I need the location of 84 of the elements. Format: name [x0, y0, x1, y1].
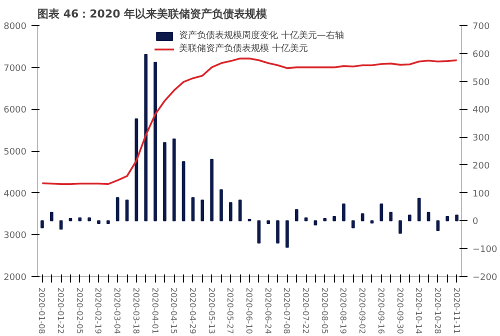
- bar: [106, 220, 110, 224]
- bar: [40, 220, 44, 228]
- x-tick-label: 2020-06-24: [263, 288, 272, 334]
- x-tick-label: 2020-03-18: [131, 288, 140, 334]
- bar: [88, 217, 91, 222]
- bar: [314, 220, 318, 226]
- x-tick-label: 2020-04-01: [150, 288, 160, 334]
- x-tick-label: 2020-01-22: [56, 288, 66, 334]
- bar: [370, 220, 374, 224]
- bar: [286, 220, 289, 248]
- bar: [436, 220, 440, 231]
- x-tick-label: 2020-01-08: [37, 288, 46, 334]
- bar: [78, 217, 82, 222]
- x-tick-label: 2020-04-29: [188, 288, 197, 334]
- bar: [351, 220, 355, 228]
- y2-tick-label: 500: [472, 78, 490, 88]
- x-tick-label: 2020-02-19: [94, 288, 103, 334]
- x-tick-label: 2020-08-05: [320, 288, 329, 334]
- x-tick-label: 2020-09-02: [358, 288, 367, 334]
- bar: [398, 220, 402, 234]
- bar: [182, 161, 186, 222]
- y-tick-label: 3000: [4, 231, 27, 242]
- y-tick-label: 6000: [4, 106, 27, 116]
- bar: [276, 220, 280, 244]
- y2-tick-label: 300: [472, 134, 490, 144]
- line-series: [41, 58, 458, 185]
- bar: [389, 212, 393, 222]
- y2-tick-label: 100: [472, 189, 490, 200]
- x-tick-label: 2020-05-27: [226, 288, 235, 334]
- bar: [417, 198, 421, 222]
- bar: [238, 200, 242, 222]
- bar: [266, 220, 270, 224]
- bar: [50, 212, 54, 222]
- bar: [191, 197, 195, 222]
- y-tick-label: 5000: [4, 148, 27, 158]
- x-tick-label: 2020-09-30: [395, 288, 404, 334]
- bar: [323, 218, 327, 222]
- y-tick-label: 4000: [4, 189, 27, 200]
- bar: [380, 203, 384, 222]
- bar: [68, 218, 72, 222]
- legend-label: 美联储资产负债表规模 十亿美元: [179, 42, 308, 55]
- bar: [210, 158, 214, 222]
- bar: [294, 209, 298, 222]
- bar: [455, 214, 458, 222]
- bar: [97, 220, 100, 224]
- bar: [332, 216, 336, 222]
- bar: [163, 142, 166, 222]
- y-tick-label: 2000: [4, 273, 27, 283]
- x-tick-label: 2020-07-22: [301, 288, 310, 334]
- y-tick-label: 8000: [4, 22, 27, 32]
- bar: [144, 54, 148, 222]
- x-tick-label: 2020-10-28: [432, 288, 442, 334]
- bar: [116, 197, 120, 222]
- bar: [257, 220, 261, 244]
- x-tick-label: 2020-11-11: [452, 288, 461, 334]
- bar: [220, 189, 223, 222]
- x-tick-label: 2020-10-14: [414, 288, 424, 334]
- bar: [125, 200, 129, 222]
- legend-label: 资产负债表规模周度变化 十亿美元—右轴: [179, 30, 344, 42]
- y2-tick-label: 400: [472, 106, 490, 116]
- x-tick-label: 2020-07-08: [282, 288, 292, 334]
- bar: [172, 138, 176, 222]
- x-tick-label: 2020-03-04: [112, 288, 122, 334]
- y2-tick-label: −200: [472, 273, 498, 283]
- x-tick-label: 2020-08-19: [338, 288, 348, 334]
- x-tick-label: 2020-05-13: [206, 288, 216, 334]
- y2-tick-label: 600: [472, 50, 490, 60]
- x-tick-label: 2020-09-16: [376, 288, 386, 334]
- bar: [154, 62, 157, 222]
- y2-tick-label: 200: [472, 161, 490, 172]
- x-tick-label: 2020-04-15: [169, 288, 178, 334]
- bar: [200, 200, 204, 222]
- bar: [59, 220, 63, 230]
- y-tick-label: 7000: [4, 64, 27, 74]
- bar: [408, 214, 412, 222]
- y2-tick-label: 700: [472, 22, 490, 32]
- chart-title: 图表 46：2020 年以来美联储资产负债表规模: [38, 8, 268, 20]
- x-tick-label: 2020-02-05: [74, 288, 84, 334]
- y2-tick-label: −100: [472, 245, 498, 256]
- x-tick-label: 2020-06-10: [244, 288, 254, 334]
- y2-tick-label: 0: [472, 217, 478, 228]
- bar: [342, 203, 346, 222]
- bar: [446, 216, 450, 222]
- bar: [228, 202, 232, 222]
